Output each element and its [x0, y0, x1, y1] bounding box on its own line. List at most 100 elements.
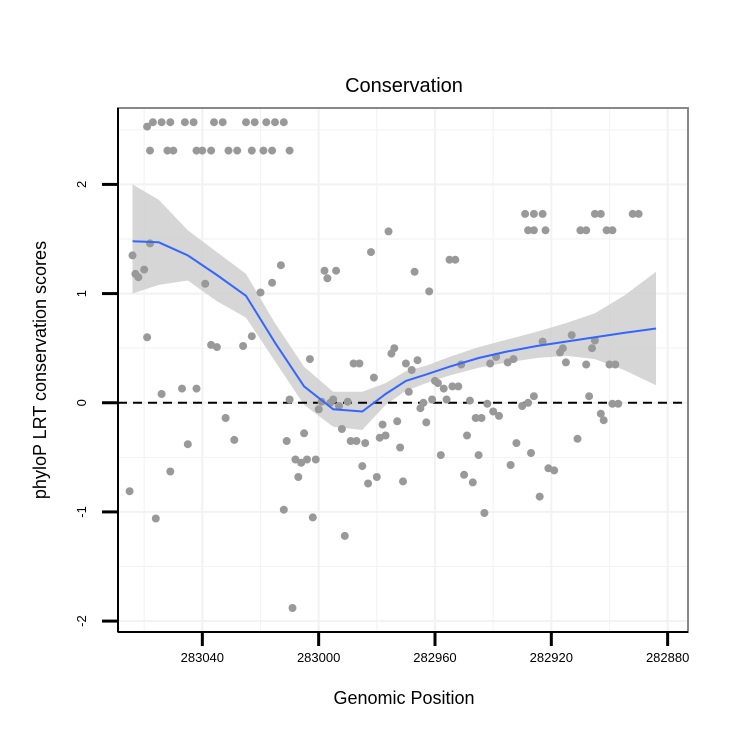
- data-point: [381, 431, 390, 440]
- data-point: [294, 473, 303, 481]
- data-point: [276, 261, 285, 270]
- data-point: [335, 402, 343, 410]
- data-point: [608, 226, 617, 235]
- data-point: [413, 356, 422, 365]
- data-point: [282, 437, 291, 445]
- data-point: [489, 407, 498, 416]
- data-point: [480, 509, 489, 517]
- data-point: [599, 416, 608, 425]
- data-point: [125, 487, 134, 496]
- data-point: [529, 392, 538, 401]
- data-point: [573, 434, 582, 443]
- data-point: [192, 384, 201, 393]
- y-tick-label: 0: [74, 399, 89, 406]
- data-point: [442, 395, 451, 404]
- data-point: [358, 462, 367, 471]
- smooth-fit-line: [132, 240, 657, 413]
- data-point: [143, 122, 152, 131]
- data-point: [524, 398, 533, 407]
- data-point: [483, 399, 492, 408]
- data-point: [242, 118, 250, 127]
- data-point: [410, 267, 419, 276]
- data-point: [314, 405, 323, 414]
- data-point: [288, 604, 297, 612]
- data-point: [509, 355, 518, 364]
- data-point: [538, 337, 547, 346]
- data-point: [268, 146, 277, 155]
- data-point: [166, 467, 175, 476]
- data-point: [628, 209, 637, 218]
- x-tick-label: 282880: [646, 650, 689, 665]
- data-point: [425, 287, 434, 296]
- data-point: [143, 333, 152, 342]
- data-point: [320, 266, 329, 275]
- axes: 283040 283000 282960 282920 282880 -2 -1 0 1 2: [74, 108, 689, 665]
- data-point: [468, 478, 477, 487]
- data-point: [503, 358, 512, 367]
- x-tick-label: 283040: [181, 650, 224, 665]
- data-point: [128, 251, 137, 260]
- data-point: [343, 397, 352, 406]
- data-point: [369, 373, 378, 382]
- data-point: [474, 451, 483, 460]
- data-point: [614, 399, 623, 408]
- data-point: [250, 118, 259, 127]
- y-tick-label: -1: [74, 506, 89, 518]
- data-point: [527, 449, 535, 457]
- data-point: [233, 146, 242, 155]
- data-point: [393, 417, 402, 426]
- data-point: [538, 209, 547, 218]
- x-tick-label: 283000: [297, 650, 340, 665]
- data-point: [439, 384, 448, 393]
- data-point: [285, 146, 294, 155]
- data-point: [224, 146, 233, 155]
- data-point: [401, 359, 410, 368]
- data-point: [535, 492, 544, 501]
- data-point: [471, 414, 480, 422]
- data-point: [189, 118, 198, 127]
- data-point: [271, 118, 279, 127]
- data-point: [567, 331, 576, 340]
- data-point: [524, 226, 533, 235]
- data-point: [337, 425, 346, 433]
- data-point: [529, 209, 538, 218]
- data-point: [445, 255, 454, 264]
- data-point: [634, 209, 643, 218]
- data-point: [585, 392, 594, 401]
- data-point: [495, 411, 503, 420]
- y-axis-label: phyloP LRT conservation scores: [30, 241, 50, 499]
- data-point: [611, 360, 620, 369]
- data-point: [297, 458, 306, 467]
- data-point: [151, 514, 160, 523]
- data-point: [396, 443, 405, 452]
- data-point: [262, 118, 271, 127]
- data-point: [378, 420, 387, 429]
- data-point: [596, 409, 605, 418]
- data-point: [183, 440, 192, 449]
- data-point: [259, 146, 268, 155]
- data-point: [419, 398, 428, 407]
- x-tick-label: 282920: [530, 650, 573, 665]
- data-point: [384, 227, 393, 236]
- data-point: [582, 226, 591, 235]
- data-point: [329, 395, 338, 404]
- data-point: [157, 390, 166, 398]
- data-point: [239, 342, 248, 350]
- data-point: [300, 429, 309, 438]
- data-point: [201, 279, 210, 288]
- data-point: [207, 146, 216, 155]
- data-point: [256, 288, 265, 297]
- y-tick-label: 1: [74, 290, 89, 297]
- data-point: [291, 455, 300, 464]
- data-point: [146, 146, 154, 155]
- data-point: [247, 332, 256, 341]
- data-point: [558, 344, 567, 353]
- data-point: [602, 226, 611, 235]
- x-tick-label: 282960: [413, 650, 456, 665]
- data-point: [590, 209, 599, 218]
- data-point: [364, 479, 373, 488]
- data-point: [268, 278, 277, 287]
- data-point: [506, 461, 515, 469]
- data-point: [460, 470, 469, 479]
